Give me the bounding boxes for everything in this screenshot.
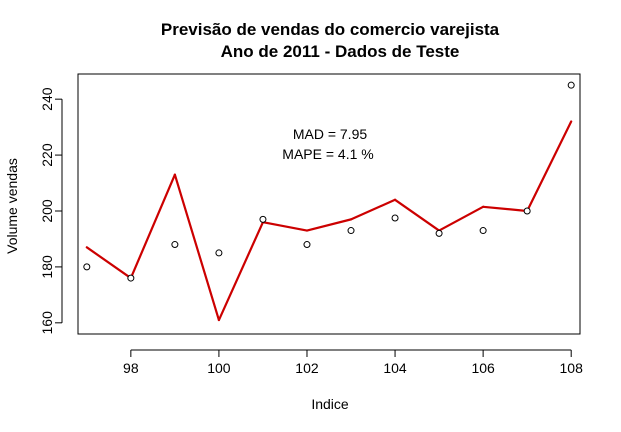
- mape-annotation: MAPE = 4.1 %: [282, 146, 373, 162]
- observed-point: [523, 207, 531, 215]
- x-axis: 98 100 102 104 106 108: [123, 349, 584, 376]
- prediction-line-segment: [305, 218, 353, 232]
- prediction-line-segment: [349, 198, 397, 221]
- prediction-line-segment: [173, 173, 221, 322]
- prediction-series: [85, 120, 573, 322]
- prediction-line-segment: [129, 173, 176, 280]
- y-tick-label: 180: [39, 255, 55, 279]
- observed-point: [83, 263, 91, 271]
- observed-point: [435, 229, 443, 237]
- x-tick-label: 102: [295, 360, 319, 376]
- observed-point: [347, 227, 355, 235]
- observed-point: [567, 81, 575, 89]
- prediction-line-segment: [393, 198, 441, 232]
- mad-annotation: MAD = 7.95: [293, 126, 368, 142]
- y-tick-label: 200: [39, 199, 55, 223]
- prediction-line-segment: [482, 205, 529, 213]
- observed-point: [391, 214, 399, 222]
- x-tick-label: 100: [207, 360, 231, 376]
- observed-point: [479, 227, 487, 235]
- x-tick-label: 98: [123, 360, 139, 376]
- chart-title-line-1: Previsão de vendas do comercio varejista: [161, 20, 500, 39]
- prediction-line-segment: [85, 246, 132, 280]
- observed-series: [83, 81, 575, 282]
- x-axis-title: Indice: [311, 396, 349, 412]
- x-tick-label: 108: [560, 360, 584, 376]
- prediction-line-segment: [261, 221, 309, 232]
- prediction-line-segment: [437, 205, 485, 232]
- y-tick-label: 240: [39, 87, 55, 111]
- y-tick-label: 220: [39, 143, 55, 167]
- y-axis-title: Volume vendas: [4, 158, 20, 254]
- chart-title-line-2: Ano de 2011 - Dados de Teste: [221, 42, 460, 61]
- prediction-line-segment: [526, 120, 573, 213]
- x-tick-label: 106: [471, 360, 495, 376]
- x-tick-label: 104: [383, 360, 407, 376]
- y-axis: 160 180 200 220 240: [39, 87, 63, 335]
- observed-point: [171, 241, 179, 249]
- prediction-line-segment: [217, 221, 265, 322]
- observed-point: [215, 249, 223, 257]
- y-tick-label: 160: [39, 311, 55, 335]
- observed-point: [127, 274, 135, 282]
- plot-frame: [77, 73, 581, 335]
- observed-point: [259, 215, 267, 223]
- observed-point: [303, 241, 311, 249]
